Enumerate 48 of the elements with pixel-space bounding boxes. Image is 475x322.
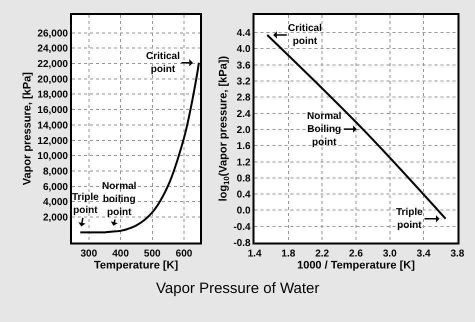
x-tick-label: 1.8: [281, 248, 296, 260]
y-tick-label: 0.0: [236, 206, 251, 217]
x-tick-label: 3.8: [450, 248, 465, 260]
annotation: Critical point: [146, 51, 180, 75]
annotation: Triple point: [396, 207, 424, 231]
x-tick-label: 400: [112, 248, 130, 260]
y-tick-label: 14,000: [37, 120, 68, 132]
x-tick-label: 2.2: [315, 248, 330, 260]
y-tick-label: 2.0: [236, 124, 251, 136]
y-tick-label: 2.4: [236, 108, 251, 120]
y-tick-label: 12,000: [37, 136, 68, 147]
x-tick-label: 1.4: [248, 248, 262, 260]
y-tick-label: 4,000: [42, 197, 68, 208]
x-tick-label: 3.4: [416, 248, 431, 260]
y-tick-label: 18,000: [37, 90, 68, 101]
y-tick-label: 4.0: [236, 44, 251, 56]
y-tick-label: 3.2: [236, 76, 251, 88]
x-tick-label: 300: [80, 248, 98, 260]
y-tick-label: 2.8: [236, 92, 251, 104]
y-tick-label: 2,000: [42, 212, 68, 224]
y-tick-label: -0.8: [233, 238, 251, 250]
annotation: Critical point: [288, 23, 322, 47]
x-tick-label: 3.0: [382, 248, 398, 260]
text: Vapor Pressure of Water: [156, 280, 320, 297]
y-tick-label: -0.4: [233, 222, 251, 233]
annotation: Normal boiling point: [102, 181, 137, 218]
annotation: Triple point: [72, 192, 100, 216]
y-tick-label: 16,000: [37, 105, 68, 116]
y-tick-label: 26,000: [37, 28, 68, 40]
y-tick-label: 22,000: [37, 59, 68, 70]
x-axis-title: 1000 / Temperature [K]: [297, 260, 416, 272]
x-tick-label: 500: [144, 248, 162, 260]
y-axis-title: Vapor pressure, [kPa]: [22, 72, 34, 186]
y-tick-label: 3.6: [236, 60, 251, 72]
y-tick-label: 0.8: [236, 173, 251, 184]
y-tick-label: 24,000: [37, 44, 68, 55]
y-tick-label: 4.4: [236, 28, 251, 40]
annotation: Normal Boiling point: [307, 111, 342, 148]
x-axis-title: Temperature [K]: [94, 260, 178, 272]
y-tick-label: 10,000: [37, 151, 68, 162]
y-tick-label: 1.6: [236, 141, 251, 152]
y-tick-label: 8,000: [42, 166, 68, 178]
y-tick-label: 20,000: [37, 74, 68, 86]
x-tick-label: 600: [176, 248, 193, 260]
x-tick-label: 2.6: [349, 248, 364, 260]
y-tick-label: 0.4: [236, 190, 251, 201]
y-tick-label: 6,000: [42, 182, 68, 193]
y-tick-label: 1.2: [236, 157, 251, 168]
